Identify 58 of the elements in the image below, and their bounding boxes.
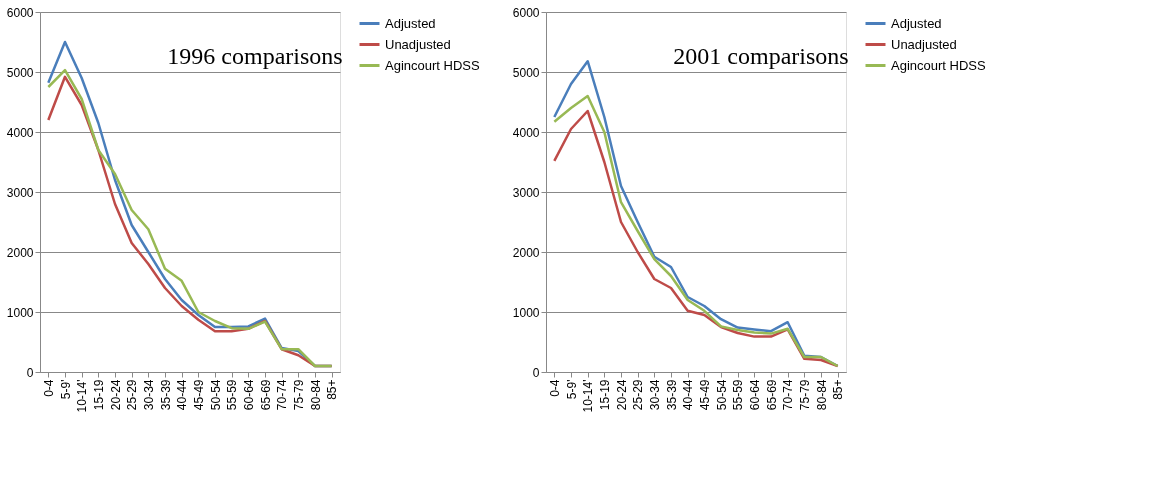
- y-tick-label: 3000: [6, 185, 34, 200]
- x-tick-label: 70-74: [781, 379, 796, 411]
- legend-label: Unadjusted: [385, 36, 451, 52]
- x-tick-label: 10-14': [581, 379, 596, 413]
- x-tick-label: 80-84: [814, 379, 829, 411]
- legend-label: Agincourt HDSS: [385, 57, 480, 73]
- text: 2001 comparisons: [673, 43, 849, 69]
- legend-label: Adjusted: [385, 15, 436, 31]
- x-tick-label: 30-34: [141, 379, 156, 411]
- x-tick-label: 10-14': [75, 379, 90, 413]
- x-tick-label: 65-69: [258, 379, 273, 411]
- x-tick-label: 70-74: [275, 379, 290, 411]
- x-tick-label: 0-4: [547, 379, 562, 397]
- x-tick-label: 25-29: [125, 379, 140, 411]
- y-tick-label: 4000: [6, 125, 34, 140]
- y-tick-label: 6000: [512, 5, 540, 20]
- x-tick-label: 60-64: [747, 379, 762, 411]
- x-tick-label: 5-9': [564, 379, 579, 400]
- y-tick-label: 0: [26, 365, 34, 380]
- y-tick-label: 4000: [512, 125, 540, 140]
- legend-label: Adjusted: [891, 15, 942, 31]
- x-tick-label: 50-54: [714, 379, 729, 411]
- y-tick-label: 2000: [512, 245, 540, 260]
- x-tick-label: 60-64: [241, 379, 256, 411]
- y-tick-label: 5000: [6, 65, 34, 80]
- text: 1996 comparisons: [167, 43, 343, 69]
- x-tick-label: 40-44: [681, 379, 696, 411]
- x-tick-label: 45-49: [191, 379, 206, 411]
- x-tick-label: 55-59: [731, 379, 746, 411]
- x-tick-label: 15-19: [91, 379, 106, 411]
- y-tick-label: 1000: [512, 305, 540, 320]
- y-tick-label: 5000: [512, 65, 540, 80]
- x-tick-label: 35-39: [158, 379, 173, 411]
- x-tick-label: 85+: [831, 379, 846, 400]
- x-tick-label: 25-29: [631, 379, 646, 411]
- x-tick-label: 20-24: [614, 379, 629, 411]
- x-tick-label: 65-69: [764, 379, 779, 411]
- x-tick-label: 75-79: [797, 379, 812, 411]
- x-tick-label: 85+: [325, 379, 340, 400]
- legend-label: Agincourt HDSS: [891, 57, 986, 73]
- x-tick-label: 5-9': [58, 379, 73, 400]
- x-tick-label: 50-54: [208, 379, 223, 411]
- x-tick-label: 0-4: [41, 379, 56, 397]
- y-tick-label: 2000: [6, 245, 34, 260]
- x-tick-label: 75-79: [291, 379, 306, 411]
- x-tick-label: 40-44: [175, 379, 190, 411]
- x-tick-label: 20-24: [108, 379, 123, 411]
- y-tick-label: 3000: [512, 185, 540, 200]
- y-tick-label: 1000: [6, 305, 34, 320]
- x-tick-label: 45-49: [697, 379, 712, 411]
- legend-label: Unadjusted: [891, 36, 957, 52]
- x-tick-label: 35-39: [664, 379, 679, 411]
- x-tick-label: 80-84: [308, 379, 323, 411]
- y-tick-label: 6000: [6, 5, 34, 20]
- x-tick-label: 15-19: [597, 379, 612, 411]
- x-tick-label: 30-34: [647, 379, 662, 411]
- x-tick-label: 55-59: [225, 379, 240, 411]
- y-tick-label: 0: [532, 365, 540, 380]
